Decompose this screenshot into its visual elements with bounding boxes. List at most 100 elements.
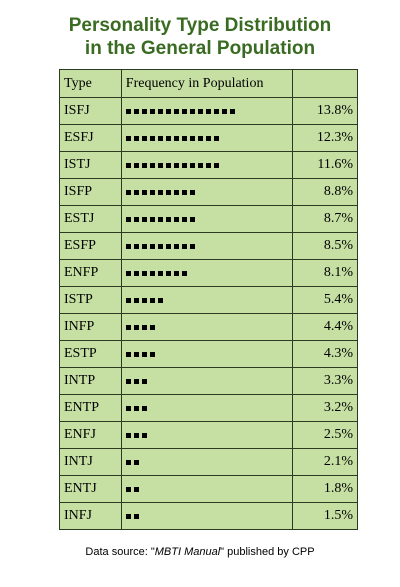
frequency-square (157, 216, 163, 222)
table-row: ESFP 8.5% (59, 232, 358, 260)
frequency-square (133, 486, 139, 492)
table-row: ENTP 3.2% (59, 394, 358, 422)
frequency-squares (125, 233, 288, 259)
source-suffix: " published by CPP (220, 546, 315, 558)
frequency-square (197, 108, 203, 114)
frequency-squares (125, 98, 288, 124)
frequency-square (173, 243, 179, 249)
type-label: INTJ (59, 448, 122, 476)
frequency-square (133, 432, 139, 438)
frequency-square (165, 189, 171, 195)
type-label: ESTJ (59, 205, 122, 233)
frequency-square (189, 243, 195, 249)
frequency-square (173, 162, 179, 168)
percent-value: 2.5% (292, 421, 358, 449)
frequency-squares (125, 422, 288, 448)
frequency-square (149, 135, 155, 141)
type-label: ESFP (59, 232, 122, 260)
frequency-square (133, 378, 139, 384)
source-prefix: Data source: " (85, 546, 155, 558)
frequency-square (133, 297, 139, 303)
table-row: ENFP 8.1% (59, 259, 358, 287)
frequency-squares (125, 152, 288, 178)
frequency-bar-cell (120, 394, 294, 422)
frequency-square (205, 162, 211, 168)
frequency-square (125, 324, 131, 330)
frequency-squares (125, 314, 288, 340)
header-frequency: Frequency in Population (120, 69, 294, 98)
frequency-square (125, 216, 131, 222)
frequency-square (197, 135, 203, 141)
frequency-bar-cell (120, 259, 294, 287)
frequency-bar-cell (120, 97, 294, 125)
frequency-square (141, 324, 147, 330)
frequency-bar-cell (120, 421, 294, 449)
percent-value: 13.8% (292, 97, 358, 125)
table-row: ISTJ 11.6% (59, 151, 358, 179)
frequency-bar-cell (120, 313, 294, 341)
frequency-bar-cell (120, 205, 294, 233)
frequency-square (149, 243, 155, 249)
frequency-square (133, 405, 139, 411)
frequency-square (125, 459, 131, 465)
frequency-square (125, 162, 131, 168)
frequency-square (141, 108, 147, 114)
frequency-bar-cell (120, 286, 294, 314)
frequency-squares (125, 179, 288, 205)
frequency-square (141, 162, 147, 168)
type-label: ESFJ (59, 124, 122, 152)
percent-value: 4.3% (292, 340, 358, 368)
frequency-square (165, 216, 171, 222)
frequency-bar-cell (120, 475, 294, 503)
frequency-square (173, 216, 179, 222)
source-book-title: MBTI Manual (154, 546, 221, 558)
frequency-bar-cell (120, 502, 294, 530)
frequency-square (181, 189, 187, 195)
frequency-square (125, 513, 131, 519)
frequency-square (125, 432, 131, 438)
frequency-square (149, 216, 155, 222)
frequency-squares (125, 260, 288, 286)
frequency-square (141, 189, 147, 195)
header-percent (292, 69, 358, 98)
percent-value: 8.7% (292, 205, 358, 233)
frequency-square (157, 189, 163, 195)
percent-value: 4.4% (292, 313, 358, 341)
frequency-square (165, 243, 171, 249)
frequency-square (125, 243, 131, 249)
frequency-square (189, 162, 195, 168)
frequency-square (157, 243, 163, 249)
frequency-bar-cell (120, 448, 294, 476)
header-row: Type Frequency in Population (59, 69, 358, 98)
chart-title-line-1: Personality Type Distribution (68, 15, 332, 36)
frequency-square (141, 378, 147, 384)
percent-value: 3.3% (292, 367, 358, 395)
frequency-square (149, 189, 155, 195)
frequency-square (157, 162, 163, 168)
frequency-square (165, 135, 171, 141)
frequency-square (181, 108, 187, 114)
table-row: ESTJ 8.7% (59, 205, 358, 233)
frequency-square (173, 189, 179, 195)
percent-value: 1.8% (292, 475, 358, 503)
frequency-squares (125, 368, 288, 394)
frequency-square (213, 162, 219, 168)
frequency-square (133, 216, 139, 222)
frequency-square (181, 216, 187, 222)
frequency-square (133, 513, 139, 519)
percent-value: 2.1% (292, 448, 358, 476)
frequency-square (133, 189, 139, 195)
type-label: ISFP (59, 178, 122, 206)
frequency-square (125, 405, 131, 411)
frequency-bar-cell (120, 124, 294, 152)
table-row: ENTJ 1.8% (59, 475, 358, 503)
frequency-square (181, 135, 187, 141)
percent-value: 8.8% (292, 178, 358, 206)
frequency-square (141, 270, 147, 276)
frequency-squares (125, 476, 288, 502)
frequency-square (149, 297, 155, 303)
table-row: INFP 4.4% (59, 313, 358, 341)
frequency-square (173, 270, 179, 276)
frequency-square (205, 108, 211, 114)
frequency-square (125, 297, 131, 303)
